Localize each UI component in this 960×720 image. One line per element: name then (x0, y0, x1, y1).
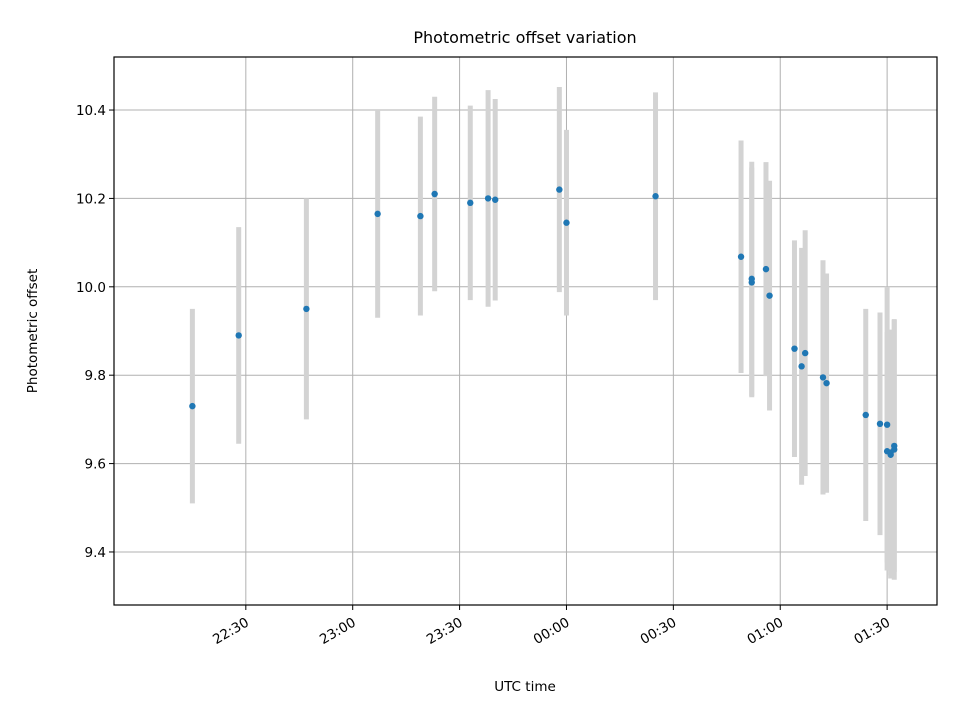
plot-frame (113, 56, 938, 606)
data-point (819, 374, 827, 381)
y-axis-label: Photometric offset (25, 269, 41, 393)
data-point (891, 446, 898, 453)
data-point (235, 332, 242, 339)
data-point (862, 411, 869, 419)
data-point (374, 210, 381, 218)
data-point (431, 190, 438, 198)
data-point (883, 421, 891, 428)
data-point (762, 265, 770, 273)
y-tick-label: 10.4 (76, 103, 106, 119)
chart-title: Photometric offset variation (413, 28, 636, 47)
data-points (189, 186, 898, 458)
data-point (823, 379, 830, 387)
data-point (798, 363, 805, 370)
data-point (737, 253, 745, 260)
data-point (748, 275, 755, 283)
data-point (766, 292, 773, 299)
data-point (791, 345, 798, 352)
y-tick-label: 9.4 (85, 545, 106, 561)
y-tick-label: 10.2 (76, 191, 106, 207)
data-point (467, 199, 474, 207)
data-point (556, 186, 563, 193)
data-point (303, 305, 310, 313)
x-axis-label: UTC time (494, 679, 556, 695)
data-point (417, 212, 424, 220)
data-point (801, 349, 809, 357)
data-point (484, 195, 492, 202)
data-point (492, 196, 499, 203)
y-tick-label: 10.0 (76, 280, 106, 296)
data-point (876, 420, 884, 428)
data-point (189, 402, 196, 410)
data-point (652, 193, 659, 200)
y-axis-ticks: 9.4 9.6 9.8 10.0 10.2 10.4 (76, 103, 114, 561)
y-tick-label: 9.6 (85, 457, 106, 473)
data-point (563, 219, 570, 226)
y-tick-label: 9.8 (85, 368, 106, 384)
